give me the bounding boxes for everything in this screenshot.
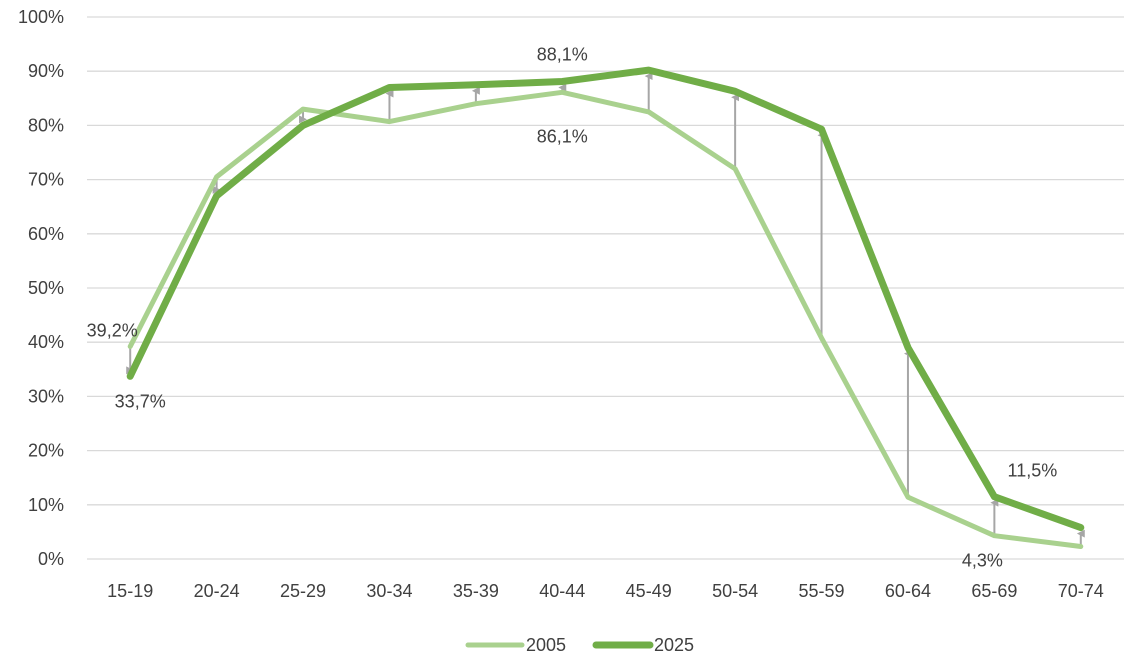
- data-label: 11,5%: [1008, 461, 1058, 481]
- x-tick-label: 30-34: [366, 581, 412, 601]
- legend: 2005 2025: [465, 635, 694, 655]
- data-label: 88,1%: [537, 44, 588, 64]
- x-tick-label: 60-64: [885, 581, 931, 601]
- x-tick-label: 35-39: [453, 581, 499, 601]
- y-tick-label: 80%: [28, 115, 64, 135]
- series-line-2025: [126, 66, 1085, 532]
- y-tick-label: 50%: [28, 278, 64, 298]
- x-tick-label: 55-59: [799, 581, 845, 601]
- series-lines: [126, 66, 1085, 549]
- y-tick-label: 100%: [18, 7, 64, 27]
- x-tick-label: 20-24: [194, 581, 240, 601]
- x-tick-label: 15-19: [107, 581, 153, 601]
- data-label: 86,1%: [537, 126, 588, 146]
- x-axis-tick-labels: 15-19 20-24 25-29 30-34 35-39 40-44 45-49 50-54…: [107, 581, 1104, 601]
- x-tick-label: 65-69: [971, 581, 1017, 601]
- x-tick-label: 25-29: [280, 581, 326, 601]
- data-label: 39,2%: [87, 321, 138, 341]
- change-arrows: [126, 72, 1085, 547]
- x-tick-label: 40-44: [539, 581, 585, 601]
- x-tick-label: 70-74: [1058, 581, 1104, 601]
- y-tick-label: 60%: [28, 224, 64, 244]
- legend-label: 2025: [654, 635, 694, 655]
- x-tick-label: 50-54: [712, 581, 758, 601]
- series-line-2005: [127, 89, 1084, 549]
- y-tick-label: 90%: [28, 61, 64, 81]
- y-tick-label: 40%: [28, 332, 64, 352]
- y-tick-label: 20%: [28, 441, 64, 461]
- y-tick-label: 10%: [28, 495, 64, 515]
- gridlines: [87, 16, 1124, 560]
- x-tick-label: 45-49: [626, 581, 672, 601]
- data-labels: 39,2% 33,7% 88,1% 86,1% 11,5% 4,3%: [87, 44, 1058, 570]
- y-tick-label: 30%: [28, 386, 64, 406]
- data-label: 4,3%: [962, 551, 1003, 571]
- legend-label: 2005: [526, 635, 566, 655]
- y-tick-label: 0%: [38, 549, 64, 569]
- y-tick-label: 70%: [28, 170, 64, 190]
- data-label: 33,7%: [115, 391, 166, 411]
- y-axis-tick-labels: 0% 10% 20% 30% 40% 50% 60% 70% 80% 90% 100%: [18, 7, 64, 569]
